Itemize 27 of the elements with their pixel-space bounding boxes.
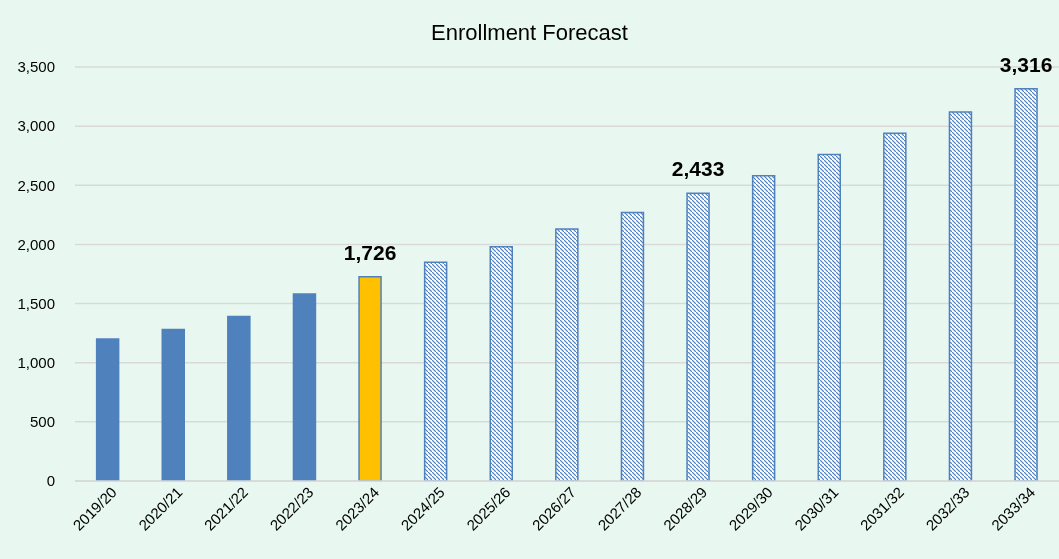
bar [423, 261, 448, 481]
bar [161, 328, 185, 481]
y-tick-label: 3,500 [17, 58, 55, 76]
y-tick-label: 2,000 [17, 235, 55, 253]
bar [358, 276, 382, 481]
bar [489, 246, 513, 481]
bar [620, 211, 645, 481]
y-tick-label: 1,000 [17, 354, 55, 372]
y-tick-label: 0 [46, 472, 55, 490]
bar [883, 132, 907, 481]
bar [95, 338, 120, 481]
bar [227, 315, 251, 481]
y-tick-label: 2,500 [17, 176, 55, 194]
bar [292, 293, 317, 481]
bar [555, 228, 579, 481]
bar [1014, 88, 1038, 481]
chart-title: Enrollment Forecast [430, 20, 629, 46]
y-tick-label: 3,000 [17, 117, 55, 135]
data-label: 1,726 [343, 240, 397, 264]
y-tick-label: 1,500 [17, 294, 55, 312]
data-label: 2,433 [671, 157, 725, 181]
data-label: 3,316 [999, 52, 1053, 76]
bar [751, 175, 776, 481]
bar [948, 111, 973, 481]
y-tick-label: 500 [29, 413, 55, 431]
bar [686, 192, 710, 481]
bar [817, 153, 841, 481]
